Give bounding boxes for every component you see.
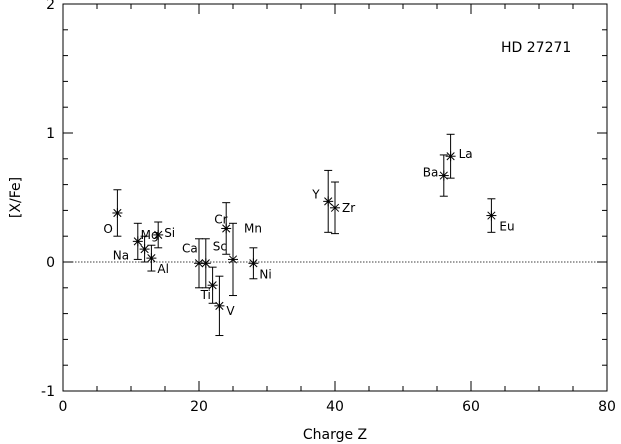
y-tick-label: 1 [46,126,55,142]
point-label-zr: Zr [342,201,355,215]
marker-stroke [113,208,122,218]
data-point-al: Al [146,244,169,276]
marker-stroke [140,244,149,254]
marker-stroke [133,237,142,246]
data-point-mn: Mn [228,221,262,297]
marker-stroke [324,197,333,206]
point-label-sc: Sc [213,239,227,253]
data-point-ca: Ca [182,238,204,289]
point-label-cr: Cr [214,212,227,226]
point-label-ti: Ti [200,288,211,302]
point-label-v: V [226,304,235,318]
data-point-cr: Cr [214,202,232,255]
marker-stroke [330,203,340,212]
point-label-na: Na [113,248,129,262]
marker-stroke [194,259,204,268]
data-point-la: La [445,133,473,179]
x-tick-label: 20 [190,399,208,415]
x-tick-label: 80 [598,399,616,415]
y-tick-label: 2 [46,0,55,13]
point-label-o: O [103,222,112,236]
point-label-ca: Ca [182,241,198,255]
data-point-ti: Ti [200,266,218,304]
data-point-y: Y [311,169,334,233]
data-point-zr: Zr [330,181,355,235]
x-axis-title: Charge Z [303,427,367,443]
x-tick-label: 60 [462,399,480,415]
marker-stroke [208,281,217,290]
marker-stroke [446,152,455,161]
point-label-mg: Mg [141,228,159,242]
point-label-la: La [459,147,473,161]
marker-stroke [222,224,231,233]
data-point-si: Si [153,221,175,249]
y-axis-title: [X/Fe] [8,177,24,218]
marker-stroke [249,259,258,268]
data-point-sc: Sc [200,238,227,289]
point-label-al: Al [157,262,169,276]
data-point-mg: Mg [139,228,159,263]
x-tick-label: 0 [59,399,68,415]
marker-stroke [215,301,224,310]
marker-stroke [154,230,163,240]
marker-stroke [147,254,156,263]
data-point-o: O [103,189,123,237]
chart-title: HD 27271 [501,40,571,56]
point-label-mn: Mn [244,221,262,235]
point-label-ni: Ni [259,267,271,281]
point-label-si: Si [164,226,175,240]
marker-stroke [201,259,210,268]
data-point-na: Na [113,222,143,262]
marker-stroke [439,171,448,180]
x-tick-label: 40 [326,399,344,415]
marker-stroke [228,255,238,264]
data-point-v: V [214,275,235,337]
y-tick-label: 0 [46,255,55,271]
point-label-y: Y [311,187,320,201]
data-point-ba: Ba [423,154,449,197]
y-tick-label: -1 [41,384,55,400]
marker-stroke [487,211,496,220]
data-points: ONa Mg Al Si Ca Sc Ti V Cr Mn Ni Y Zr Ba La Eu [103,133,515,337]
point-label-eu: Eu [499,220,514,234]
data-point-ni: Ni [248,247,272,281]
point-label-ba: Ba [423,166,439,180]
data-point-eu: Eu [486,198,515,234]
